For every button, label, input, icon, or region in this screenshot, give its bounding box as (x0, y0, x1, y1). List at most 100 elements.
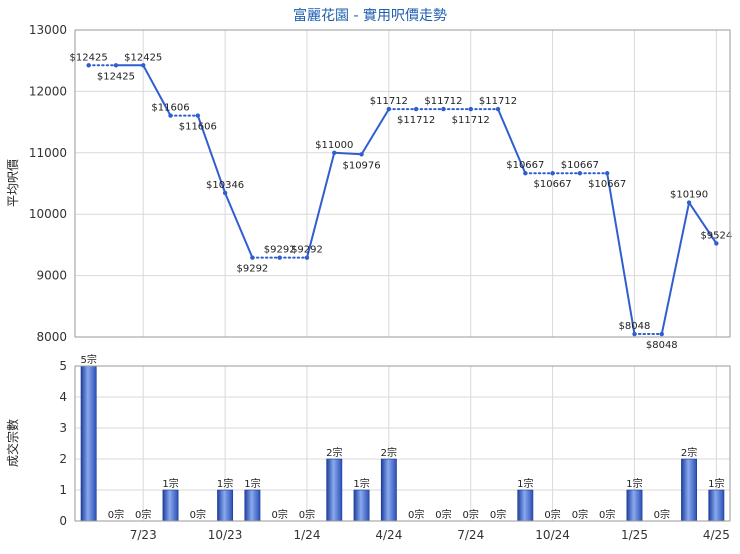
price-point (686, 200, 692, 205)
price-data-label: $12425 (70, 52, 108, 63)
price-data-label: $11712 (370, 96, 408, 107)
price-data-label: $10667 (561, 160, 599, 171)
count-bar-label: 1宗 (626, 477, 642, 490)
count-bar-label: 2宗 (381, 446, 397, 459)
count-bar-label: 0宗 (408, 508, 424, 521)
price-axis-label: 平均呎價 (6, 159, 20, 207)
price-data-label: $12425 (97, 71, 135, 82)
price-data-label: $10667 (588, 179, 626, 190)
axis-ticks: 8000 9000 10000 11000 12000 13000 0 1 2 3 4 5 7/23 10… (29, 23, 730, 542)
count-bar-label: 1宗 (353, 477, 369, 490)
price-data-label: $8048 (619, 321, 651, 332)
price-point (250, 255, 255, 260)
count-bar (353, 489, 370, 522)
count-bar-label: 0宗 (108, 508, 124, 521)
count-tick-label: 3 (59, 421, 67, 435)
price-point (468, 106, 473, 112)
price-point (222, 190, 228, 196)
price-point (113, 63, 119, 68)
price-point (277, 255, 282, 260)
count-tick-label: 5 (59, 359, 67, 373)
count-tick-label: 4 (59, 390, 67, 404)
price-point (195, 113, 201, 118)
x-tick-label: 4/24 (375, 528, 402, 542)
count-bar (681, 458, 698, 522)
price-line-segment (497, 108, 527, 175)
price-tick-label: 11000 (29, 146, 67, 160)
price-point (413, 106, 419, 112)
price-line-segment (660, 201, 691, 336)
price-tick-label: 12000 (29, 84, 67, 98)
count-bar-label: 0宗 (572, 508, 588, 521)
x-tick-label: 7/23 (130, 528, 157, 542)
x-tick-label: 1/24 (294, 528, 321, 542)
count-bar (326, 458, 343, 522)
price-data-label: $9292 (291, 245, 323, 256)
price-data-label: $10190 (670, 190, 708, 201)
count-bar-label: 0宗 (544, 508, 560, 521)
price-data-label: $9292 (264, 245, 296, 256)
price-point (86, 63, 91, 68)
price-tick-label: 9000 (36, 269, 67, 283)
price-data-label: $11712 (452, 115, 490, 126)
price-data-label: $11606 (179, 122, 217, 133)
count-bar (244, 489, 261, 522)
price-tick-label: 8000 (36, 330, 67, 344)
chart-title: 富麗花園 - 實用呎價走勢 (293, 7, 447, 24)
count-bar-label: 1宗 (162, 477, 178, 490)
price-line: $12425 $12425 $12425 $11606 $11606 $10346 $929… (70, 52, 733, 351)
count-bar-label: 0宗 (190, 508, 206, 521)
price-point (659, 331, 664, 337)
count-bar-label: 0宗 (599, 508, 615, 521)
price-data-label: $10976 (342, 160, 380, 171)
price-data-label: $11712 (397, 115, 435, 126)
price-line-segment (142, 64, 172, 117)
price-point (604, 171, 610, 176)
x-tick-label: 10/23 (208, 528, 243, 542)
count-bar-label: 1宗 (517, 477, 533, 490)
price-line-segment (305, 151, 336, 259)
count-bar (380, 458, 397, 522)
price-data-label: $11606 (151, 103, 189, 114)
price-point (577, 171, 583, 176)
transaction-bars: 5宗 0宗 0宗 1宗 0宗 1宗 1宗 0宗 0宗 2宗 1宗 2宗 0宗 0宗 0宗 0宗 1宗 0宗 0宗 0宗… (80, 353, 725, 522)
count-tick-label: 1 (59, 483, 67, 497)
price-point (141, 63, 146, 68)
price-point (304, 255, 310, 260)
price-data-label: $11712 (479, 96, 517, 107)
count-bar-label: 2宗 (326, 446, 342, 459)
price-point (359, 152, 364, 157)
price-data-label: $11712 (424, 96, 462, 107)
price-data-label: $10667 (506, 160, 544, 171)
price-plot-frame (74, 29, 731, 338)
price-point (386, 106, 392, 112)
price-line-segment (196, 114, 227, 194)
price-data-label: $11000 (315, 140, 353, 151)
x-tick-label: 1/25 (621, 528, 648, 542)
count-bar-label: 1宗 (217, 477, 233, 490)
count-axis-label: 成交宗數 (5, 419, 20, 467)
count-bar (517, 489, 534, 522)
count-bar-label: 5宗 (80, 353, 96, 366)
count-bar (708, 489, 725, 522)
count-bar-label: 0宗 (654, 508, 670, 521)
price-data-label: $9292 (236, 264, 268, 275)
count-plot-frame (74, 365, 731, 522)
price-point (632, 331, 637, 337)
count-bar-label: 1宗 (708, 477, 724, 490)
count-bar (217, 489, 234, 522)
price-point (441, 106, 446, 112)
x-tick-label: 7/24 (457, 528, 484, 542)
price-line-segment (688, 201, 718, 245)
price-data-label: $9524 (700, 230, 732, 241)
price-point (168, 113, 173, 118)
price-tick-label: 13000 (29, 23, 67, 37)
count-bar-label: 2宗 (681, 446, 697, 459)
price-data-label: $12425 (124, 52, 162, 63)
count-bar-label: 0宗 (490, 508, 506, 521)
count-bar (626, 489, 643, 522)
price-point (332, 150, 337, 155)
count-bar (80, 365, 97, 522)
